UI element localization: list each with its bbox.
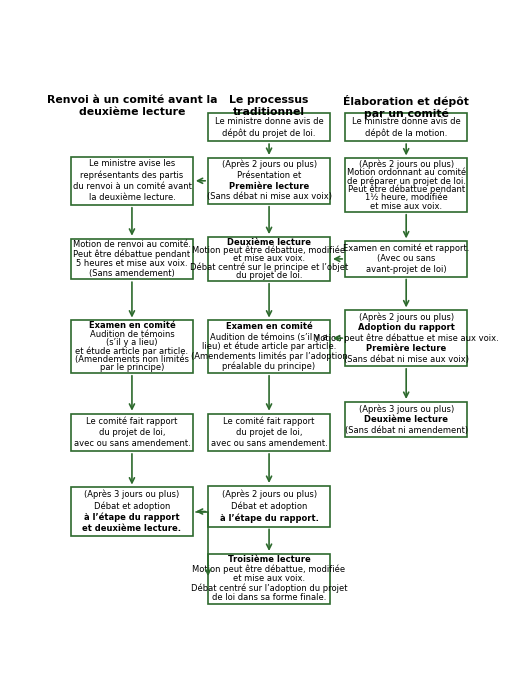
Text: par le principe): par le principe) bbox=[100, 363, 164, 372]
Text: Troisième lecture: Troisième lecture bbox=[228, 555, 310, 564]
Text: du renvoi à un comité avant: du renvoi à un comité avant bbox=[72, 182, 192, 191]
Text: représentants des partis: représentants des partis bbox=[80, 170, 184, 180]
Text: (Avec ou sans: (Avec ou sans bbox=[377, 254, 435, 263]
Text: Audition de témoins: Audition de témoins bbox=[90, 329, 174, 338]
Text: à l’étape du rapport: à l’étape du rapport bbox=[84, 512, 180, 522]
Text: (Sans amendement): (Sans amendement) bbox=[89, 268, 175, 277]
Text: (Après 2 jours ou plus): (Après 2 jours ou plus) bbox=[222, 160, 317, 170]
Text: Examen en comité: Examen en comité bbox=[226, 322, 312, 332]
Text: Le ministre avise les: Le ministre avise les bbox=[89, 159, 175, 168]
Text: du projet de loi,: du projet de loi, bbox=[99, 428, 165, 437]
FancyBboxPatch shape bbox=[345, 158, 467, 212]
Text: (Sans débat ni mise aux voix): (Sans débat ni mise aux voix) bbox=[344, 354, 469, 363]
FancyBboxPatch shape bbox=[208, 554, 330, 604]
Text: (Après 2 jours ou plus): (Après 2 jours ou plus) bbox=[222, 489, 317, 498]
Text: Présentation et: Présentation et bbox=[237, 171, 301, 180]
Text: dépôt du projet de loi.: dépôt du projet de loi. bbox=[222, 129, 316, 138]
Text: Deuxième lecture: Deuxième lecture bbox=[364, 415, 448, 424]
Text: (Après 3 jours ou plus): (Après 3 jours ou plus) bbox=[85, 490, 180, 500]
Text: Motion peut être débattue et mise aux voix.: Motion peut être débattue et mise aux vo… bbox=[313, 334, 499, 343]
Text: 1½ heure, modifiée: 1½ heure, modifiée bbox=[365, 193, 447, 202]
Text: Motion de renvoi au comité.: Motion de renvoi au comité. bbox=[73, 240, 191, 250]
Text: et mise aux voix.: et mise aux voix. bbox=[233, 575, 305, 583]
FancyBboxPatch shape bbox=[208, 414, 330, 451]
Text: Élaboration et dépôt
par un comité: Élaboration et dépôt par un comité bbox=[343, 95, 469, 120]
FancyBboxPatch shape bbox=[208, 113, 330, 141]
Text: Audition de témoins (s’il y a: Audition de témoins (s’il y a bbox=[210, 332, 328, 341]
Text: Le ministre donne avis de: Le ministre donne avis de bbox=[352, 117, 460, 126]
FancyBboxPatch shape bbox=[71, 320, 193, 373]
Text: de loi dans sa forme finale.: de loi dans sa forme finale. bbox=[212, 594, 326, 603]
Text: Première lecture: Première lecture bbox=[229, 181, 309, 190]
FancyBboxPatch shape bbox=[208, 486, 330, 527]
Text: avant-projet de loi): avant-projet de loi) bbox=[366, 265, 446, 274]
Text: 5 heures et mise aux voix.: 5 heures et mise aux voix. bbox=[76, 259, 188, 268]
Text: Deuxième lecture: Deuxième lecture bbox=[227, 238, 311, 247]
FancyBboxPatch shape bbox=[71, 414, 193, 451]
Text: Peut être débattue pendant: Peut être débattue pendant bbox=[348, 185, 465, 194]
Text: et étude article par article.: et étude article par article. bbox=[76, 346, 188, 356]
Text: Le processus
traditionnel: Le processus traditionnel bbox=[229, 95, 309, 117]
Text: préalable du principe): préalable du principe) bbox=[223, 361, 316, 371]
Text: (s’il y a lieu): (s’il y a lieu) bbox=[106, 338, 158, 347]
Text: à l’étape du rapport.: à l’étape du rapport. bbox=[219, 514, 319, 523]
Text: Adoption du rapport: Adoption du rapport bbox=[358, 323, 455, 332]
Text: Renvoi à un comité avant la
deuxième lecture: Renvoi à un comité avant la deuxième lec… bbox=[47, 95, 217, 117]
Text: Examen en comité et rapport.: Examen en comité et rapport. bbox=[343, 243, 469, 253]
FancyBboxPatch shape bbox=[71, 487, 193, 536]
Text: et deuxième lecture.: et deuxième lecture. bbox=[82, 524, 182, 533]
Text: avec ou sans amendement.: avec ou sans amendement. bbox=[74, 439, 191, 448]
Text: Débat et adoption: Débat et adoption bbox=[231, 501, 307, 511]
Text: Débat centré sur le principe et l’objet: Débat centré sur le principe et l’objet bbox=[190, 263, 348, 272]
Text: (Sans débat ni mise aux voix): (Sans débat ni mise aux voix) bbox=[206, 193, 332, 202]
FancyBboxPatch shape bbox=[208, 158, 330, 204]
FancyBboxPatch shape bbox=[345, 402, 467, 437]
Text: (Après 2 jours ou plus): (Après 2 jours ou plus) bbox=[359, 312, 454, 322]
Text: Le comité fait rapport: Le comité fait rapport bbox=[223, 416, 315, 426]
Text: lieu) et étude article par article.: lieu) et étude article par article. bbox=[202, 342, 336, 352]
Text: du projet de loi,: du projet de loi, bbox=[236, 428, 302, 437]
Text: Motion ordonnant au comité: Motion ordonnant au comité bbox=[346, 167, 466, 177]
Text: Motion peut être débattue, modifiée: Motion peut être débattue, modifiée bbox=[193, 565, 345, 574]
Text: Le ministre donne avis de: Le ministre donne avis de bbox=[215, 117, 323, 126]
Text: (Après 3 jours ou plus): (Après 3 jours ou plus) bbox=[359, 404, 454, 414]
Text: Motion peut être débattue, modifiée: Motion peut être débattue, modifiée bbox=[193, 246, 345, 255]
Text: Première lecture: Première lecture bbox=[366, 344, 446, 353]
Text: dépôt de la motion.: dépôt de la motion. bbox=[365, 129, 447, 138]
Text: et mise aux voix.: et mise aux voix. bbox=[233, 254, 305, 263]
Text: la deuxième lecture.: la deuxième lecture. bbox=[89, 193, 175, 202]
FancyBboxPatch shape bbox=[345, 113, 467, 141]
Text: et mise aux voix.: et mise aux voix. bbox=[370, 202, 442, 211]
Text: Débat et adoption: Débat et adoption bbox=[94, 501, 170, 511]
FancyBboxPatch shape bbox=[71, 238, 193, 279]
Text: Débat centré sur l’adoption du projet: Débat centré sur l’adoption du projet bbox=[191, 584, 348, 594]
FancyBboxPatch shape bbox=[208, 237, 330, 281]
Text: (Amendements limités par l’adoption: (Amendements limités par l’adoption bbox=[191, 352, 348, 361]
FancyBboxPatch shape bbox=[345, 241, 467, 277]
Text: Examen en comité: Examen en comité bbox=[89, 321, 175, 330]
Text: Le comité fait rapport: Le comité fait rapport bbox=[86, 416, 177, 426]
Text: avec ou sans amendement.: avec ou sans amendement. bbox=[211, 439, 328, 448]
Text: de préparer un projet de loi.: de préparer un projet de loi. bbox=[346, 176, 466, 186]
Text: (Sans débat ni amendement): (Sans débat ni amendement) bbox=[344, 425, 468, 434]
Text: du projet de loi.: du projet de loi. bbox=[236, 271, 302, 280]
Text: (Après 2 jours ou plus): (Après 2 jours ou plus) bbox=[359, 159, 454, 169]
FancyBboxPatch shape bbox=[208, 320, 330, 373]
Text: Peut être débattue pendant: Peut être débattue pendant bbox=[74, 250, 191, 259]
Text: (Amendements non limités: (Amendements non limités bbox=[75, 354, 189, 363]
FancyBboxPatch shape bbox=[71, 156, 193, 205]
FancyBboxPatch shape bbox=[345, 310, 467, 366]
